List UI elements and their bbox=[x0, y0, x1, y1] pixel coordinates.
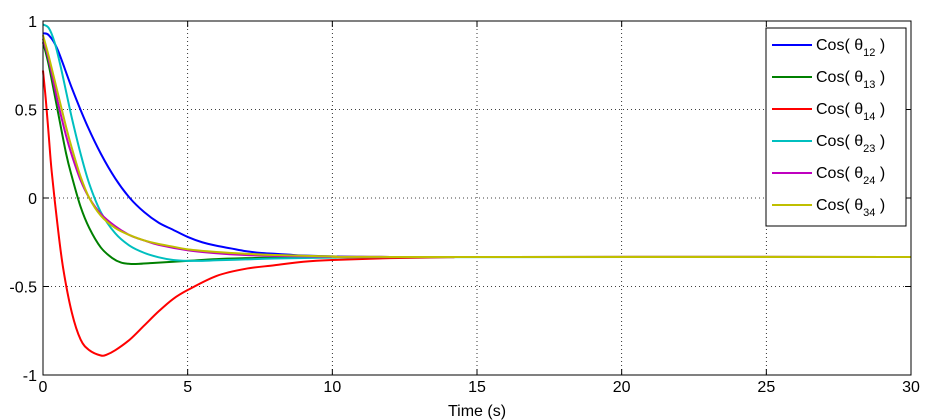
x-tick-label: 15 bbox=[468, 379, 486, 396]
y-tick-label: 0.5 bbox=[15, 103, 37, 120]
x-tick-label: 30 bbox=[902, 379, 920, 396]
x-tick-label: 25 bbox=[757, 379, 775, 396]
x-tick-label: 10 bbox=[323, 379, 341, 396]
legend-entry-24: Cos( θ24 ) bbox=[816, 165, 885, 187]
x-tick-label: 0 bbox=[39, 379, 48, 396]
y-tick-label: 0 bbox=[28, 191, 37, 208]
series-line-34 bbox=[42, 34, 912, 258]
legend: Cos( θ12 ) Cos( θ13 ) Cos( θ14 ) Cos( θ23 )… bbox=[765, 27, 907, 227]
x-tick-label: 5 bbox=[183, 379, 192, 396]
x-tick-label: 20 bbox=[613, 379, 631, 396]
x-axis-label: Time (s) bbox=[448, 403, 506, 420]
legend-entry-13: Cos( θ13 ) bbox=[816, 69, 885, 91]
legend-entry-14: Cos( θ14 ) bbox=[816, 101, 885, 123]
legend-entry-12: Cos( θ12 ) bbox=[816, 37, 885, 59]
legend-entry-23: Cos( θ23 ) bbox=[816, 133, 885, 155]
y-tick-label: -0.5 bbox=[9, 280, 37, 297]
legend-box bbox=[765, 27, 907, 227]
y-tick-label: 1 bbox=[28, 14, 37, 31]
legend-entry-34: Cos( θ34 ) bbox=[816, 197, 885, 219]
axis-ticks: 0 5 10 15 20 25 30 -1 -0.5 0 0.5 1 bbox=[9, 14, 920, 396]
series-lines bbox=[42, 23, 912, 357]
y-tick-label: -1 bbox=[23, 368, 37, 385]
